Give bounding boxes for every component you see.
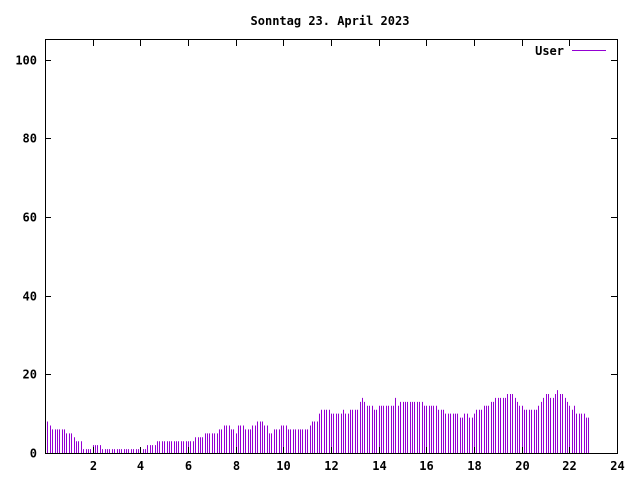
x-tick-label: 14 <box>372 459 386 473</box>
plot-frame <box>45 39 618 454</box>
x-tick-label: 20 <box>515 459 529 473</box>
x-tick-label: 18 <box>467 459 481 473</box>
y-tick-label: 0 <box>30 447 37 461</box>
x-tick-label: 8 <box>233 459 240 473</box>
x-tick-label: 6 <box>185 459 192 473</box>
y-tick-label: 40 <box>23 290 37 304</box>
x-tick-label: 12 <box>324 459 338 473</box>
y-tick-label: 60 <box>23 211 37 225</box>
x-tick-label: 22 <box>562 459 576 473</box>
legend: User <box>535 44 606 58</box>
bar-series-user <box>45 390 589 453</box>
x-tick-label: 10 <box>276 459 290 473</box>
x-tick-label: 2 <box>90 459 97 473</box>
y-tick-label: 80 <box>23 132 37 146</box>
y-tick-label: 20 <box>23 368 37 382</box>
x-tick-label: 4 <box>137 459 144 473</box>
x-tick-label: 24 <box>610 459 624 473</box>
legend-label-user: User <box>535 44 564 58</box>
y-tick-label: 100 <box>15 54 37 68</box>
x-tick-label: 16 <box>419 459 433 473</box>
chart-title: Sonntag 23. April 2023 <box>251 14 410 28</box>
